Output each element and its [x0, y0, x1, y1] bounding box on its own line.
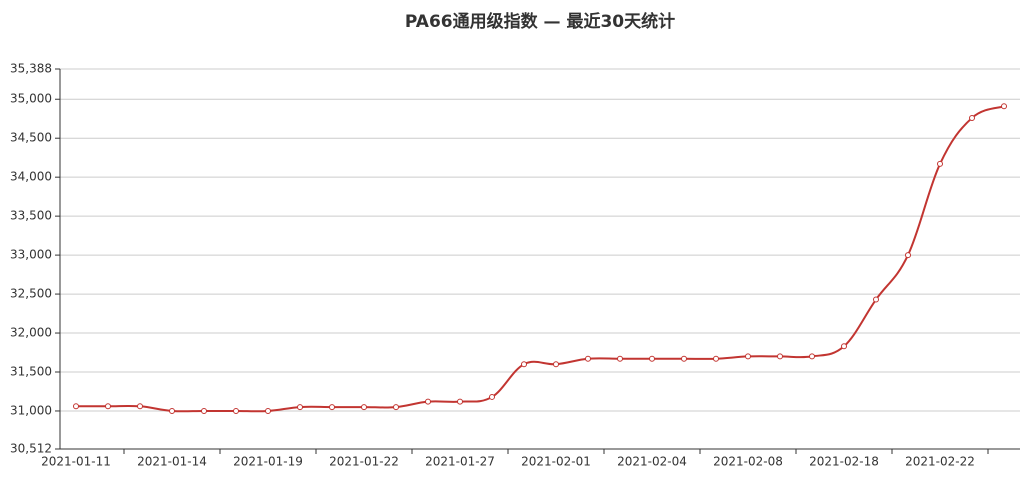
- y-tick-label: 31,500: [10, 365, 52, 379]
- data-point: [809, 353, 815, 360]
- data-point: [617, 355, 623, 362]
- x-tick-label: 2021-01-14: [137, 455, 207, 469]
- y-tick-label: 35,388: [10, 62, 52, 76]
- data-point: [713, 355, 719, 362]
- x-tick-label: 2021-01-19: [233, 455, 303, 469]
- data-point: [297, 404, 303, 411]
- x-tick-label: 2021-02-22: [905, 455, 975, 469]
- data-point: [137, 403, 143, 410]
- data-point: [585, 355, 591, 362]
- data-point: [777, 353, 783, 360]
- y-tick-label: 34,000: [10, 170, 52, 184]
- x-tick-label: 2021-01-11: [41, 455, 111, 469]
- x-tick-label: 2021-01-22: [329, 455, 399, 469]
- data-point: [745, 353, 751, 360]
- data-point: [105, 403, 111, 410]
- data-point: [553, 361, 559, 368]
- data-point: [841, 343, 847, 350]
- y-tick-label: 31,000: [10, 403, 52, 417]
- x-tick-label: 2021-01-27: [425, 455, 495, 469]
- y-tick-label: 32,500: [10, 287, 52, 301]
- y-tick-label: 34,500: [10, 131, 52, 145]
- series-line: [76, 105, 1005, 413]
- y-tick-label: 35,000: [10, 92, 52, 106]
- data-point: [201, 407, 207, 414]
- data-point: [937, 160, 943, 167]
- data-point: [329, 404, 335, 411]
- x-tick-label: 2021-02-18: [809, 455, 879, 469]
- data-point: [681, 355, 687, 362]
- chart-title: PA66通用级指数 — 最近30天统计: [405, 11, 675, 32]
- data-point: [969, 114, 975, 121]
- data-point: [265, 407, 271, 414]
- data-point: [905, 252, 911, 259]
- data-point: [649, 355, 655, 362]
- data-point: [361, 404, 367, 411]
- y-tick-label: 33,500: [10, 209, 52, 223]
- x-tick-label: 2021-02-01: [521, 455, 591, 469]
- x-tick-label: 2021-02-08: [713, 455, 783, 469]
- data-point: [873, 296, 879, 303]
- data-point: [521, 361, 527, 368]
- y-tick-label: 33,000: [10, 248, 52, 262]
- x-tick-label: 2021-02-04: [617, 455, 687, 469]
- data-point: [457, 398, 463, 405]
- data-point: [233, 407, 239, 414]
- data-point: [73, 403, 79, 410]
- y-tick-label: 30,512: [10, 442, 52, 456]
- data-point: [425, 398, 431, 405]
- data-point: [169, 407, 175, 414]
- data-point: [1001, 103, 1007, 110]
- data-point: [393, 404, 399, 411]
- y-tick-label: 32,000: [10, 326, 52, 340]
- data-point: [489, 393, 495, 400]
